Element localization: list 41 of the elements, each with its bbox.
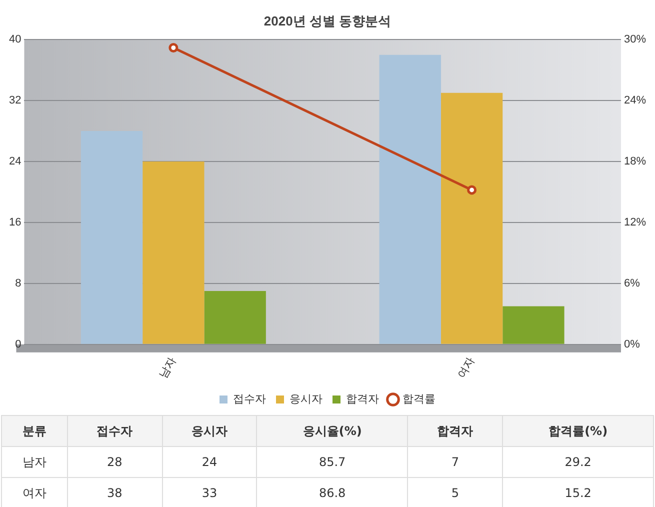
text: 합격률(%) [502, 416, 654, 446]
text: 7 [408, 446, 503, 478]
text: 남자 [2, 446, 68, 478]
legend-label: 접수자 [233, 394, 266, 406]
bar [80, 131, 143, 344]
y-tick-label: 32 [8, 94, 22, 107]
text: 29.2 [502, 446, 654, 478]
text: 분류 [2, 416, 68, 446]
y-tick-label: 40 [8, 34, 22, 46]
y-tick-label: 0 [15, 338, 22, 350]
text: 5 [408, 478, 503, 507]
text: 합격자 [408, 416, 503, 446]
y2-tick-label: 18% [624, 156, 646, 168]
legend-label: 합격자 [346, 394, 379, 406]
y2-tick-label: 30% [624, 34, 646, 46]
bar [440, 92, 503, 344]
text: 85.7 [256, 446, 408, 478]
bar [204, 291, 266, 344]
bar [142, 162, 204, 344]
text: 응시자 [162, 416, 257, 446]
text: 접수자 [67, 416, 162, 446]
y2-tick-label: 24% [624, 94, 646, 107]
text: 38 [67, 478, 162, 507]
legend-label: 합격률 [402, 394, 436, 406]
text: 응시율(%) [256, 416, 408, 446]
y2-tick-label: 0% [624, 338, 640, 350]
text: 33 [162, 478, 257, 507]
bar [502, 306, 564, 344]
y-tick-label: 16 [8, 216, 22, 228]
text: 15.2 [502, 478, 654, 507]
y-tick-label: 8 [15, 277, 22, 290]
text: 28 [67, 446, 162, 478]
y2-tick-label: 12% [624, 216, 646, 228]
text: 24 [162, 446, 257, 478]
text: 86.8 [256, 478, 408, 507]
bar [379, 54, 441, 344]
y2-tick-label: 6% [624, 277, 640, 290]
chart-title: 2020년 성별 동향분석 [264, 13, 392, 28]
text: 여자 [2, 478, 68, 507]
y-tick-label: 24 [8, 156, 22, 168]
legend-label: 응시자 [290, 394, 322, 406]
